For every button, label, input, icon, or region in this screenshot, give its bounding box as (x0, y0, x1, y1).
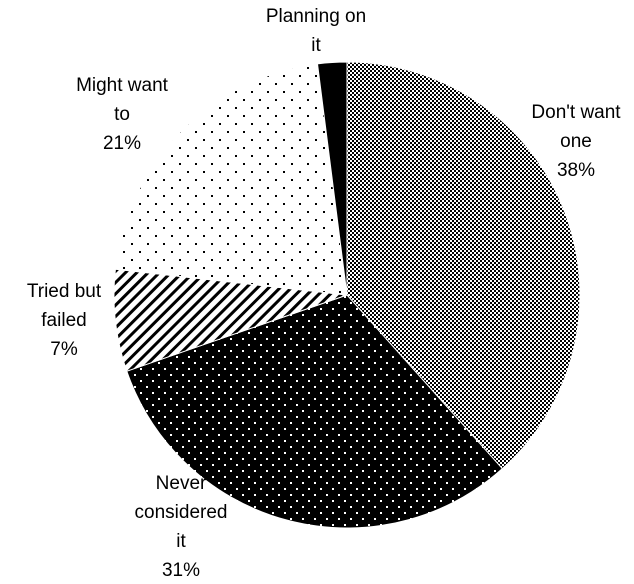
pie-slice-4 (114, 63, 348, 296)
slice-label-3: Tried but failed 7% (27, 281, 102, 360)
pie-slice-5 (316, 61, 348, 296)
slice-label-2: Never considered it 31% (135, 473, 228, 581)
slice-label-4: Might want to 21% (76, 75, 169, 154)
pie-slice-2 (126, 294, 504, 529)
slice-label-1: Don't want one 38% (531, 102, 621, 181)
pie-slice-1 (346, 61, 581, 470)
pie-slice-3 (113, 268, 348, 372)
slice-label-5: Planning on it (266, 6, 366, 56)
